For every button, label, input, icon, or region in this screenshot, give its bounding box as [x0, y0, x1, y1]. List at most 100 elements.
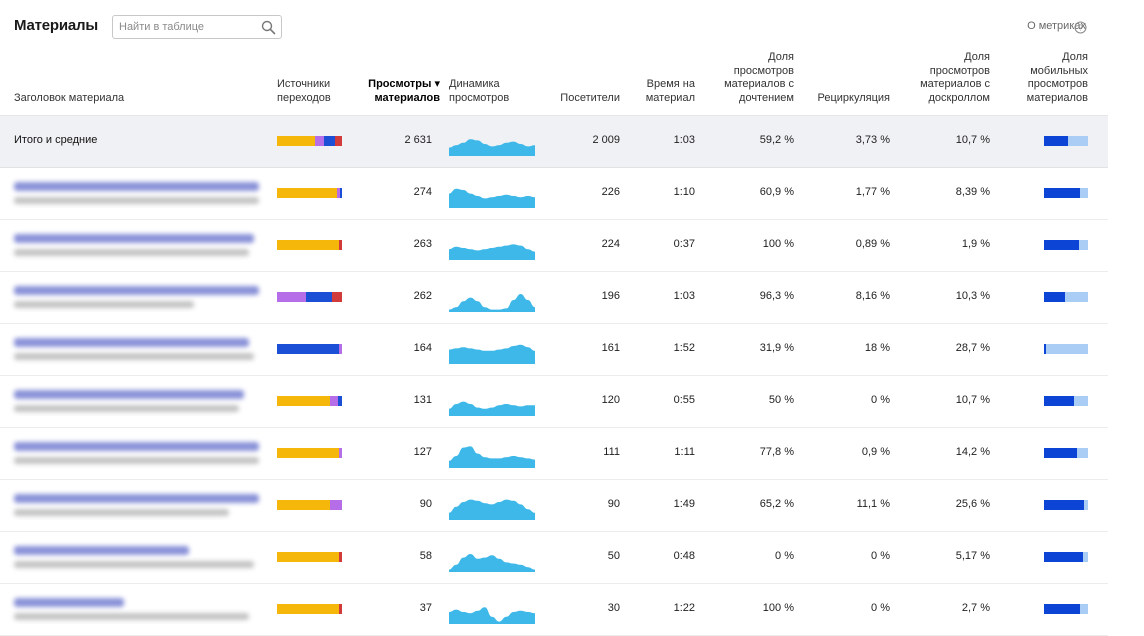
- mobile-share-bar: [1044, 448, 1088, 458]
- table-row[interactable]: 164 161 1:52 31,9 % 18 % 28,7 %: [0, 324, 1108, 376]
- mobile-share-fill: [1044, 188, 1081, 198]
- time-value: 1:11: [674, 446, 695, 458]
- material-title-link[interactable]: [14, 494, 259, 503]
- read-share-value: 65,2 %: [759, 498, 794, 510]
- col-scroll-share[interactable]: Доля просмотров материалов с доскроллом: [920, 51, 990, 104]
- sparkline-area: [449, 188, 535, 208]
- material-title-link[interactable]: [14, 546, 189, 555]
- scroll-share-value: 10,7 %: [955, 134, 990, 146]
- sources-bar-segment: [314, 136, 324, 146]
- col-title[interactable]: Заголовок материала: [14, 91, 125, 104]
- mobile-share-fill: [1044, 448, 1077, 458]
- sources-bar-segment: [339, 344, 342, 354]
- read-share-value: 0 %: [775, 550, 794, 562]
- scroll-share-value: 25,6 %: [955, 498, 990, 510]
- material-title-link[interactable]: [14, 234, 254, 243]
- read-share-value: 50 %: [768, 394, 794, 406]
- read-share-value: 96,3 %: [759, 290, 794, 302]
- sources-bar-segment: [277, 396, 331, 406]
- col-sources[interactable]: Источники переходов: [277, 78, 331, 104]
- visitors-value: 50: [607, 550, 620, 562]
- material-title-link[interactable]: [14, 598, 124, 607]
- col-recirculation[interactable]: Рециркуляция: [817, 91, 890, 104]
- sources-bar-segment: [338, 396, 342, 406]
- search-input[interactable]: [119, 19, 259, 35]
- table-row[interactable]: 274 226 1:10 60,9 % 1,77 % 8,39 %: [0, 168, 1108, 220]
- table-row[interactable]: 131 120 0:55 50 % 0 % 10,7 %: [0, 376, 1108, 428]
- col-read-share[interactable]: Доля просмотров материалов с дочтением: [724, 51, 794, 104]
- col-visitors[interactable]: Посетители: [560, 91, 620, 104]
- toolbar: Материалы О метриках ?: [0, 0, 1144, 52]
- sources-bar-segment: [332, 292, 342, 302]
- recirculation-value: 0 %: [871, 394, 890, 406]
- material-title-link[interactable]: [14, 182, 259, 191]
- sources-bar-segment: [336, 188, 341, 198]
- sparkline-area: [449, 294, 535, 312]
- mobile-share-bar: [1044, 396, 1088, 406]
- views-sparkline: [449, 244, 535, 260]
- material-title-link[interactable]: [14, 390, 244, 399]
- svg-text:?: ?: [1078, 24, 1083, 33]
- material-url: [14, 613, 249, 620]
- read-share-value: 100 %: [762, 238, 794, 250]
- sources-bar: [277, 396, 342, 406]
- views-sparkline: [449, 139, 535, 156]
- sources-bar-segment: [338, 240, 342, 250]
- col-time[interactable]: Время на материал: [645, 78, 695, 104]
- mobile-share-fill: [1044, 240, 1080, 250]
- col-views[interactable]: Просмотры ▾ материалов: [368, 78, 440, 104]
- scroll-share-value: 5,17 %: [955, 550, 990, 562]
- material-url: [14, 301, 194, 308]
- views-sparkline: [449, 188, 535, 208]
- help-icon[interactable]: ?: [1074, 21, 1087, 34]
- scroll-share-value: 2,7 %: [961, 602, 990, 614]
- sources-bar-segment: [277, 292, 307, 302]
- material-title-link[interactable]: [14, 338, 249, 347]
- visitors-value: 120: [601, 394, 620, 406]
- visitors-value: 111: [603, 446, 620, 458]
- scroll-share-value: 28,7 %: [955, 342, 990, 354]
- recirculation-value: 8,16 %: [855, 290, 890, 302]
- time-value: 1:10: [673, 186, 695, 198]
- sources-bar-segment: [323, 136, 336, 146]
- col-mobile-share[interactable]: Доля мобильных просмотров материалов: [1026, 51, 1088, 104]
- read-share-value: 77,8 %: [759, 446, 794, 458]
- material-title-link[interactable]: [14, 442, 259, 451]
- recirculation-value: 0,89 %: [855, 238, 890, 250]
- sources-bar: [277, 604, 342, 614]
- sparkline-area: [449, 554, 535, 572]
- mobile-share-fill: [1044, 344, 1046, 354]
- sources-bar-segment: [277, 552, 340, 562]
- mobile-share-fill: [1044, 136, 1069, 146]
- about-metrics-link[interactable]: О метриках: [1027, 20, 1086, 32]
- visitors-value: 2 009: [592, 134, 620, 146]
- views-value: 37: [419, 602, 432, 614]
- sources-bar-segment: [330, 500, 342, 510]
- sources-bar: [277, 136, 342, 146]
- table-row[interactable]: 58 50 0:48 0 % 0 % 5,17 %: [0, 532, 1108, 584]
- search-icon[interactable]: [261, 20, 276, 35]
- sources-bar: [277, 344, 342, 354]
- sources-bar: [277, 240, 342, 250]
- recirculation-value: 0 %: [871, 550, 890, 562]
- mobile-share-bar: [1044, 136, 1088, 146]
- table-row[interactable]: 127 111 1:11 77,8 % 0,9 % 14,2 %: [0, 428, 1108, 480]
- views-value: 2 631: [404, 134, 432, 146]
- sources-bar-segment: [306, 292, 333, 302]
- recirculation-value: 3,73 %: [855, 134, 890, 146]
- visitors-value: 161: [601, 342, 620, 354]
- time-value: 0:37: [673, 238, 695, 250]
- table-row[interactable]: 37 30 1:22 100 % 0 % 2,7 %: [0, 584, 1108, 636]
- material-title-link[interactable]: [14, 286, 259, 295]
- table-row[interactable]: 90 90 1:49 65,2 % 11,1 % 25,6 %: [0, 480, 1108, 532]
- col-dynamics[interactable]: Динамика просмотров: [449, 78, 510, 104]
- search-box[interactable]: [112, 15, 282, 39]
- table-row[interactable]: 263 224 0:37 100 % 0,89 % 1,9 %: [0, 220, 1108, 272]
- scroll-share-value: 1,9 %: [961, 238, 990, 250]
- table-row[interactable]: 262 196 1:03 96,3 % 8,16 % 10,3 %: [0, 272, 1108, 324]
- sparkline-area: [449, 401, 535, 416]
- scroll-share-value: 10,7 %: [955, 394, 990, 406]
- sparkline-area: [449, 499, 535, 520]
- sources-bar-segment: [277, 188, 337, 198]
- mobile-share-bar: [1044, 344, 1088, 354]
